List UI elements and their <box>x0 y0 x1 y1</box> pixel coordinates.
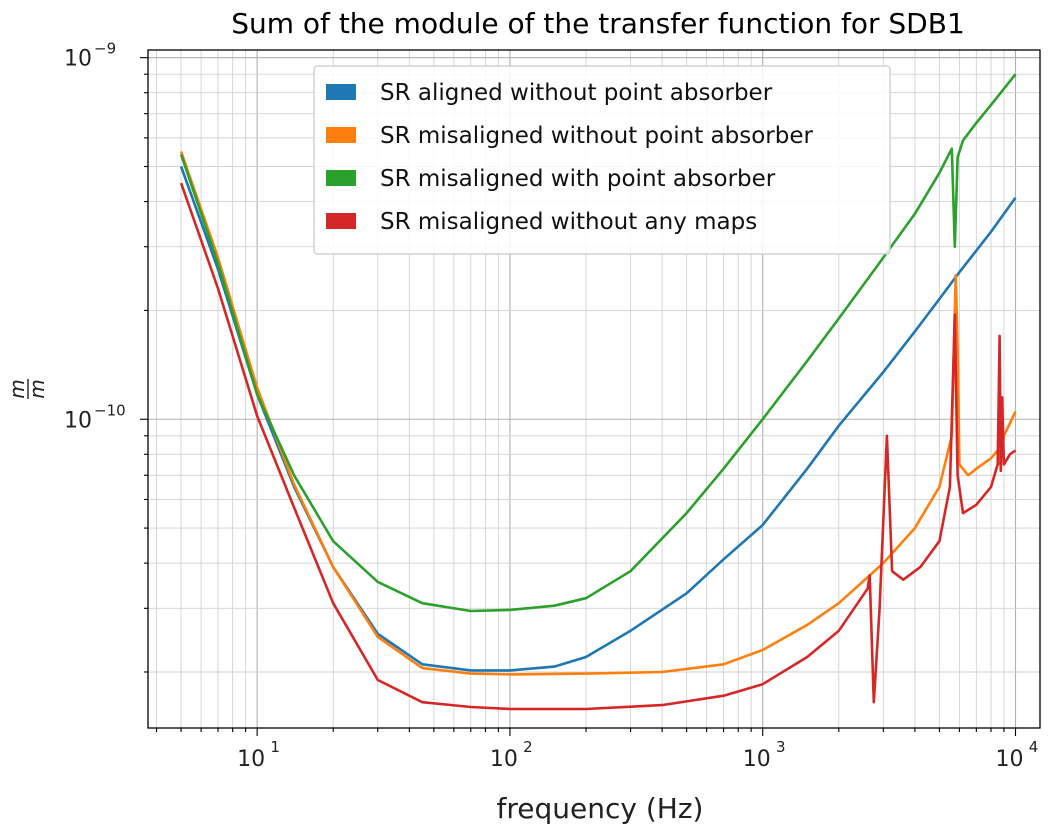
y-tick-label: 10 <box>64 47 92 72</box>
x-tick-exponent: 2 <box>523 738 533 756</box>
x-tick-exponent: 1 <box>270 738 280 756</box>
legend-label: SR misaligned with point absorber <box>380 166 776 192</box>
plot-frame <box>147 49 1041 729</box>
y-axis-numerator: m <box>5 379 29 398</box>
x-tick-label: 10 <box>237 747 265 772</box>
legend-swatch <box>326 84 356 100</box>
x-tick-label: 10 <box>996 747 1024 772</box>
x-tick-label: 10 <box>743 747 771 772</box>
y-axis-label: mm <box>5 379 49 399</box>
x-axis-label: frequency (Hz) <box>497 792 704 825</box>
legend-swatch <box>326 170 356 186</box>
x-tick-exponent: 4 <box>1029 738 1039 756</box>
legend-swatch <box>326 127 356 143</box>
legend-swatch <box>326 213 356 229</box>
chart-title: Sum of the module of the transfer functi… <box>231 7 965 40</box>
legend: SR aligned without point absorber SR misa… <box>313 65 891 255</box>
legend-label: SR misaligned without any maps <box>380 209 757 235</box>
x-tick-exponent: 3 <box>776 738 786 756</box>
series-lines <box>179 73 1017 711</box>
y-tick-label: 10 <box>64 408 92 433</box>
x-tick-label: 10 <box>490 747 518 772</box>
legend-label: SR misaligned without point absorber <box>380 123 813 149</box>
legend-label: SR aligned without point absorber <box>380 80 773 106</box>
y-axis-fraction: mm <box>5 379 49 399</box>
legend-box <box>313 65 891 255</box>
series-line-2 <box>179 151 1017 676</box>
y-tick-exponent: −9 <box>94 40 116 58</box>
y-tick-exponent: −10 <box>94 401 126 419</box>
y-axis-denominator: m <box>25 379 49 398</box>
series-line-4 <box>179 182 1017 711</box>
series-line-3 <box>179 73 1017 613</box>
